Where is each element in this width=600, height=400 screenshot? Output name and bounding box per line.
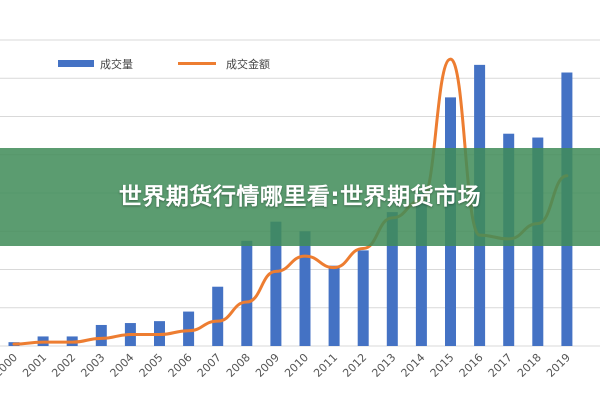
bar-2012 bbox=[357, 250, 369, 346]
legend-label-line: 成交金额 bbox=[226, 57, 270, 71]
legend-swatch-bar bbox=[58, 60, 94, 67]
title-banner: 世界期货行情哪里看:世界期货市场 bbox=[0, 148, 600, 246]
x-tick-label: 2010 bbox=[282, 351, 311, 380]
x-tick-label: 2011 bbox=[311, 351, 340, 380]
legend-label-bar: 成交量 bbox=[100, 57, 133, 71]
bar-2007 bbox=[212, 286, 224, 346]
x-tick-label: 2012 bbox=[340, 351, 369, 380]
bar-2008 bbox=[241, 240, 253, 346]
bar-2014 bbox=[415, 193, 427, 346]
bar-2006 bbox=[183, 311, 195, 346]
x-tick-label: 2002 bbox=[49, 351, 78, 380]
x-tick-label: 2015 bbox=[428, 351, 457, 380]
x-tick-label: 2014 bbox=[399, 351, 428, 380]
banner-title: 世界期货行情哪里看:世界期货市场 bbox=[118, 183, 482, 210]
x-tick-label: 2013 bbox=[369, 351, 398, 380]
x-tick-label: 2000 bbox=[0, 351, 20, 380]
x-tick-label: 2009 bbox=[253, 351, 282, 380]
bar-2003 bbox=[95, 324, 107, 346]
x-tick-label: 2017 bbox=[486, 351, 515, 380]
bar-2009 bbox=[270, 221, 282, 346]
x-tick-label: 2004 bbox=[108, 351, 137, 380]
x-tick-label: 2007 bbox=[195, 351, 224, 380]
x-axis-tick-labels: 2000 2001 2002 2003 2004 2005 2006 2007 2008 2009… bbox=[0, 351, 573, 380]
bar-2010 bbox=[299, 231, 311, 346]
x-tick-label: 2018 bbox=[515, 351, 544, 380]
x-tick-label: 2016 bbox=[457, 351, 486, 380]
x-tick-label: 2006 bbox=[166, 351, 195, 380]
bar-2011 bbox=[328, 265, 340, 346]
x-tick-label: 2003 bbox=[78, 351, 107, 380]
bar-2013 bbox=[386, 212, 398, 346]
legend: 成交量 成交金额 bbox=[58, 57, 270, 71]
x-tick-label: 2005 bbox=[137, 351, 166, 380]
x-tick-label: 2008 bbox=[224, 351, 253, 380]
x-tick-label: 2001 bbox=[20, 351, 49, 380]
x-tick-label: 2019 bbox=[544, 351, 573, 380]
